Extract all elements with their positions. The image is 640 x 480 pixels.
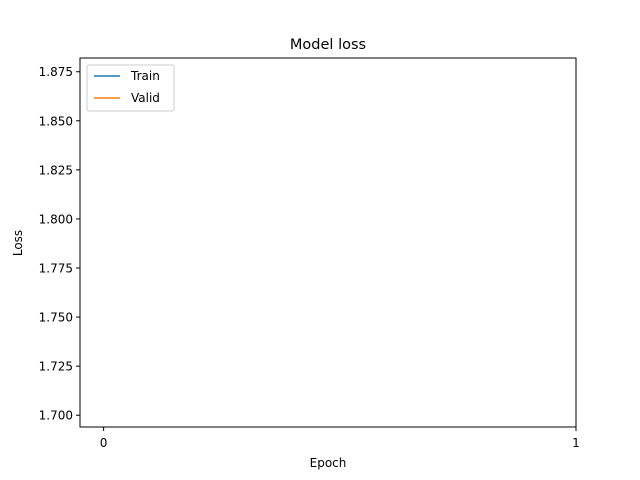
x-tick-label: 1 (572, 436, 580, 450)
y-axis-label: Loss (11, 230, 25, 256)
x-axis-label: Epoch (310, 456, 347, 470)
y-axis-ticks: 1.700 1.725 1.750 1.775 1.800 1.825 1.850 1.875 (39, 65, 80, 423)
y-tick-label: 1.825 (39, 163, 73, 177)
legend-label-train: Train (130, 69, 160, 83)
x-tick-label: 0 (100, 436, 108, 450)
plot-area-frame (79, 57, 577, 428)
y-tick-label: 1.750 (39, 311, 73, 325)
legend-label-valid: Valid (131, 91, 160, 105)
y-tick-label: 1.775 (39, 262, 73, 276)
y-tick-label: 1.700 (39, 409, 73, 423)
y-tick-label: 1.850 (39, 114, 73, 128)
y-tick-label: 1.725 (39, 360, 73, 374)
y-tick-label: 1.875 (39, 65, 73, 79)
chart-title: Model loss (290, 37, 366, 53)
y-tick-label: 1.800 (39, 212, 73, 226)
legend: Train Valid (86, 64, 175, 112)
